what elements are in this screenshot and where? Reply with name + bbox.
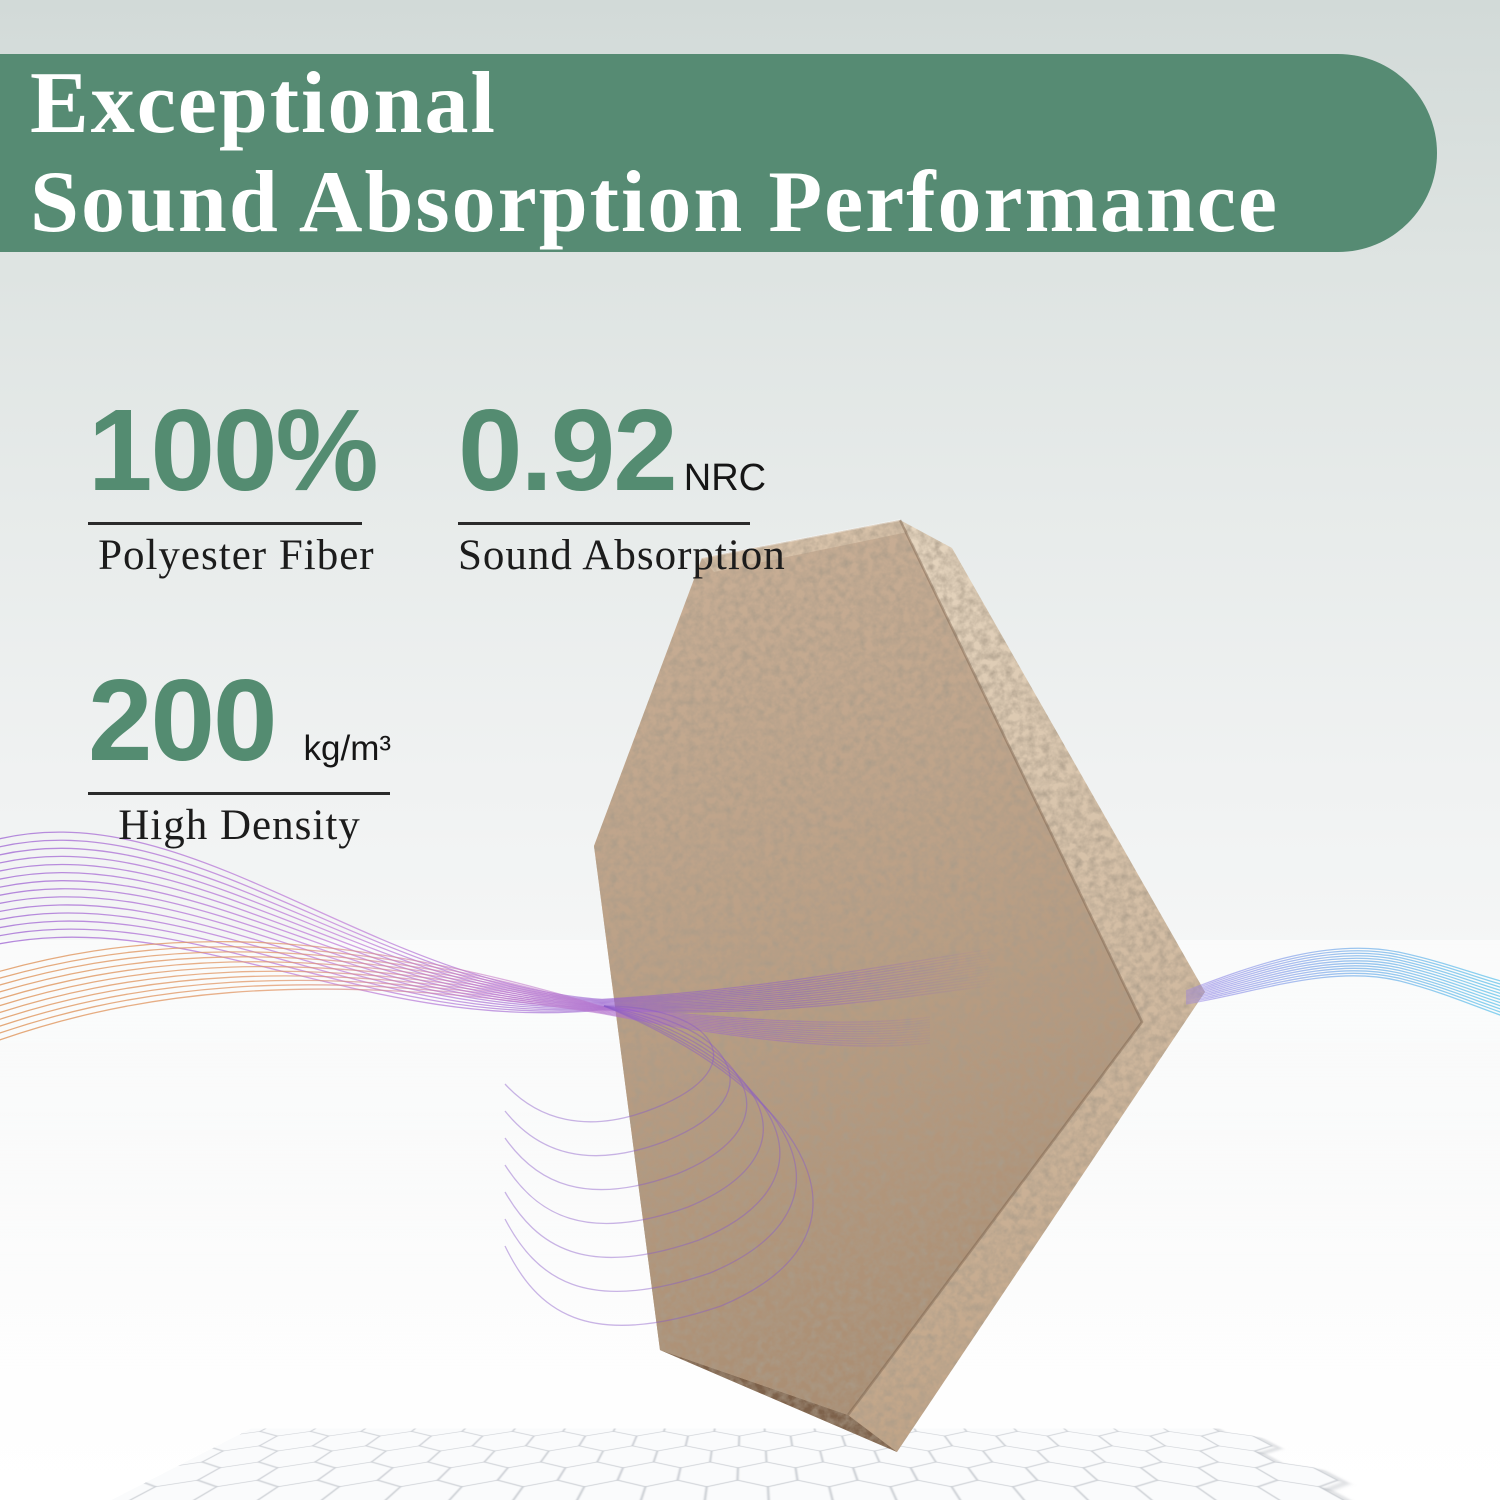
stat-value: 0.92 [458, 385, 678, 515]
stat-label: Sound Absorption [458, 532, 786, 579]
stat-polyester-fiber: 100% Polyester Fiber [88, 392, 385, 580]
stat-value: 100% [88, 385, 379, 515]
stat-underline [88, 792, 390, 795]
panel-top-highlight [701, 519, 901, 559]
title-banner: Exceptional Sound Absorption Performance [0, 54, 1437, 252]
stat-high-density: 200 kg/m³ High Density [88, 662, 391, 850]
headline-line2: Sound Absorption Performance [30, 154, 1279, 251]
stat-underline [458, 522, 750, 525]
stat-suffix: kg/m³ [303, 729, 392, 768]
stat-value: 200 [88, 655, 278, 785]
stat-sound-absorption: 0.92 NRC Sound Absorption [458, 392, 786, 580]
stat-underline [88, 522, 362, 525]
stat-suffix: NRC [683, 457, 767, 499]
headline-line1: Exceptional [30, 54, 497, 152]
stat-label: High Density [118, 802, 361, 849]
stat-label: Polyester Fiber [98, 532, 375, 579]
panel-edge-line [846, 519, 1144, 1416]
